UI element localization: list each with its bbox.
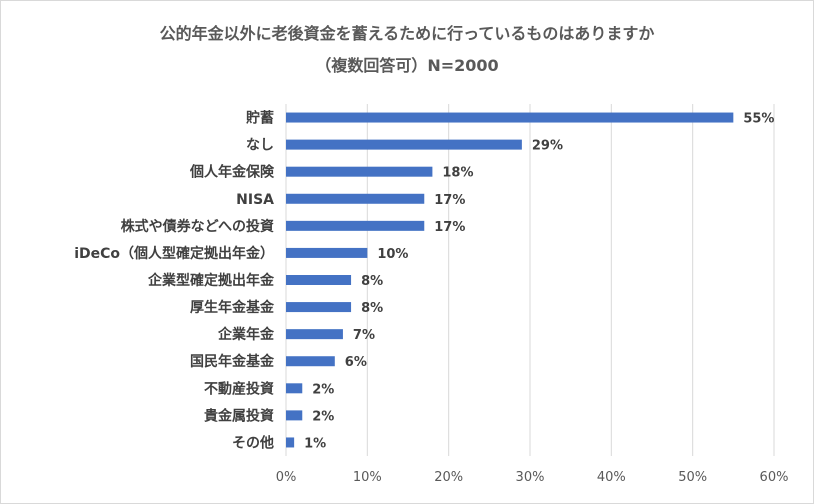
bars	[286, 112, 734, 448]
bar	[286, 329, 343, 340]
data-label: 17%	[434, 220, 465, 235]
data-label: 7%	[353, 328, 375, 343]
category-label: 厚生年金基金	[190, 299, 275, 316]
category-label: その他	[232, 434, 274, 451]
category-label: 株式や債券などへの投資	[121, 218, 274, 235]
x-tick-label: 0%	[276, 470, 297, 485]
bar	[286, 410, 303, 421]
bar	[286, 193, 425, 204]
data-label: 18%	[442, 166, 473, 181]
category-label: NISA	[236, 192, 274, 208]
category-label: 企業型確定拠出年金	[147, 272, 275, 289]
bar	[286, 166, 433, 177]
data-label: 8%	[361, 301, 383, 316]
bar	[286, 437, 295, 448]
x-axis-ticks: 0% 10% 20% 30% 40% 50% 60%	[276, 470, 789, 485]
bar	[286, 356, 335, 367]
category-label: 貴金属投資	[204, 407, 274, 424]
data-label: 8%	[361, 274, 383, 289]
data-label: 10%	[377, 247, 408, 262]
category-label: iDeCo（個人型確定拠出年金）	[74, 245, 274, 262]
category-label: 不動産投資	[204, 380, 274, 397]
x-tick-label: 20%	[434, 470, 463, 485]
data-label: 1%	[304, 436, 326, 451]
bar	[286, 139, 522, 150]
category-label: なし	[246, 138, 274, 154]
bar	[286, 275, 352, 285]
bar	[286, 220, 425, 231]
bar	[286, 302, 352, 313]
data-label: 29%	[532, 139, 563, 154]
data-label: 2%	[312, 382, 334, 397]
x-tick-label: 50%	[678, 470, 707, 485]
x-tick-label: 60%	[760, 470, 789, 485]
data-label: 2%	[312, 409, 334, 424]
gridlines	[285, 104, 775, 456]
data-label: 55%	[743, 112, 774, 127]
category-label: 貯蓄	[246, 110, 274, 127]
chart-subtitle: （複数回答可）N=2000	[315, 56, 499, 75]
chart-title: 公的年金以外に老後資金を蓄えるために行っているものはありますか	[159, 24, 655, 43]
category-label: 企業年金	[217, 326, 275, 343]
data-label: 17%	[434, 193, 465, 208]
category-label: 国民年金基金	[190, 353, 275, 370]
x-tick-label: 30%	[516, 470, 545, 485]
bar	[286, 383, 303, 394]
bar	[286, 247, 368, 258]
data-label: 6%	[345, 355, 367, 370]
bar	[286, 112, 734, 123]
category-label: 個人年金保険	[189, 164, 275, 181]
x-tick-label: 10%	[353, 470, 382, 485]
x-tick-label: 40%	[597, 470, 626, 485]
value-labels: 55% 29% 18% 17% 17% 10% 8% 8% 7% 6% 2% 2% 1%	[304, 112, 774, 452]
